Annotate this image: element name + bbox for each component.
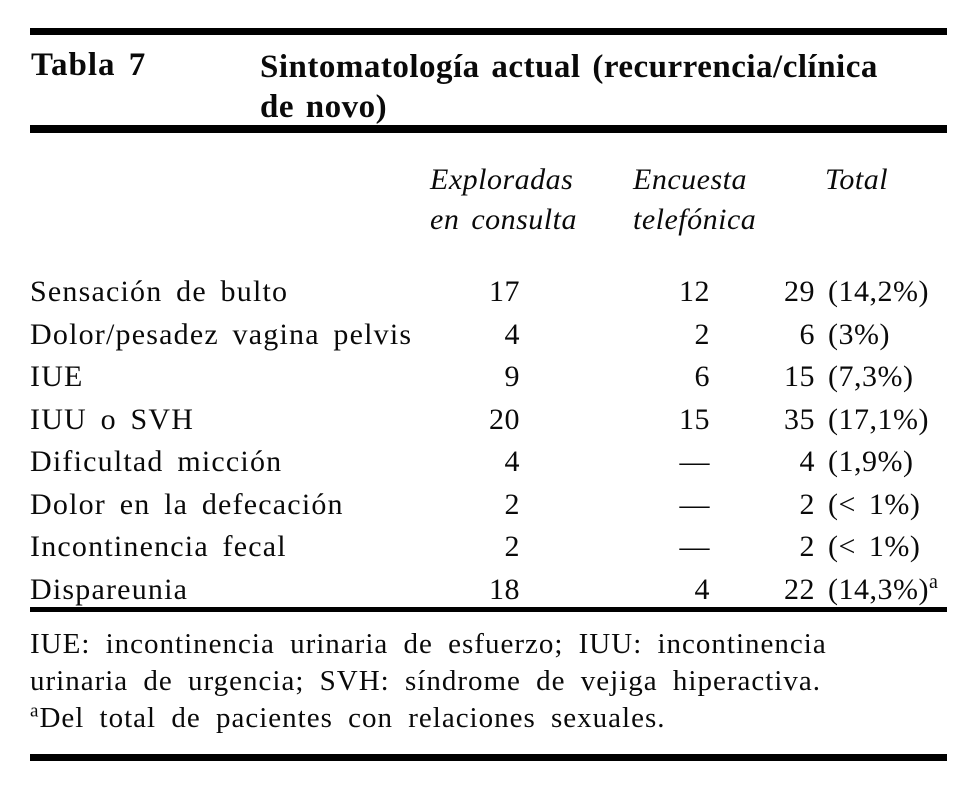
survey-value: — <box>679 487 710 521</box>
table-footnotes: IUE: incontinencia urinaria de esfuerzo;… <box>30 626 935 737</box>
survey-value: 4 <box>694 572 710 606</box>
explored-value: 17 <box>489 275 520 309</box>
table-row: IUU o SVH 20 15 35 (17,1%) <box>30 399 947 442</box>
explored-value: 2 <box>504 530 520 564</box>
explored-value: 2 <box>504 487 520 521</box>
column-header-survey-line-1: Encuesta <box>633 163 747 196</box>
total-percent: (< 1%) <box>815 530 947 564</box>
table-row: Sensación de bulto 17 12 29 (14,2%) <box>30 271 947 314</box>
explored-value: 4 <box>504 445 520 479</box>
survey-value: 12 <box>679 275 710 309</box>
table-title-line-2: de novo) <box>260 89 388 125</box>
total-footnote-marker: a <box>928 570 939 593</box>
symptom-label: Dispareunia <box>30 572 189 606</box>
total-value: 4 <box>799 445 815 479</box>
total-percent: (14,2%) <box>815 275 947 309</box>
total-percent: (1,9%) <box>815 445 947 479</box>
total-percent-text: (7,3%) <box>828 360 914 394</box>
total-value: 2 <box>799 530 815 564</box>
column-header-explored-line-2: en consulta <box>430 203 577 236</box>
total-percent: (7,3%) <box>815 360 947 394</box>
symptom-label: Incontinencia fecal <box>30 530 287 564</box>
footnote-a-text: Del total de pacientes con relaciones se… <box>39 702 666 734</box>
column-header-explored-line-1: Exploradas <box>430 163 574 196</box>
survey-value: 15 <box>679 402 710 436</box>
table-row: Dificultad micción 4 — 4 (1,9%) <box>30 441 947 484</box>
column-header-total: Total <box>825 163 889 196</box>
survey-value: 2 <box>694 317 710 351</box>
survey-value: — <box>679 445 710 479</box>
total-value: 15 <box>784 360 815 394</box>
table-title-line-1: Sintomatología actual (recurrencia/clíni… <box>260 49 878 85</box>
total-percent: (17,1%) <box>815 403 947 437</box>
symptom-label: Sensación de bulto <box>30 275 289 309</box>
total-value: 29 <box>784 275 815 309</box>
abbreviation-note-line-1: IUE: incontinencia urinaria de esfuerzo;… <box>30 628 827 660</box>
column-header-survey-line-2: telefónica <box>633 203 757 236</box>
table-title: Sintomatología actual (recurrencia/clíni… <box>260 47 950 127</box>
table-number-label: Tabla 7 <box>31 47 147 83</box>
explored-value: 9 <box>504 360 520 394</box>
column-header-explored: Exploradas en consulta <box>430 160 577 240</box>
total-percent: (14,3%)a <box>815 570 947 607</box>
caption-divider-rule <box>30 125 947 133</box>
symptom-label: Dolor en la defecación <box>30 487 344 521</box>
column-header-survey: Encuesta telefónica <box>633 160 756 240</box>
total-value: 6 <box>799 317 815 351</box>
total-percent-text: (< 1%) <box>828 487 921 521</box>
table-top-rule <box>30 28 947 35</box>
footnote-a-marker: a <box>30 700 40 722</box>
symptom-label: Dificultad micción <box>30 445 283 479</box>
symptom-label: Dolor/pesadez vagina pelvis <box>30 317 413 351</box>
explored-value: 18 <box>489 572 520 606</box>
total-percent-text: (17,1%) <box>828 402 929 436</box>
table-row: Dolor/pesadez vagina pelvis 4 2 6 (3%) <box>30 314 947 357</box>
total-percent-text: (1,9%) <box>828 445 914 479</box>
table-bottom-rule <box>30 754 947 761</box>
total-value: 22 <box>784 572 815 606</box>
explored-value: 4 <box>504 317 520 351</box>
footnote-a: aDel total de pacientes con relaciones s… <box>30 700 935 737</box>
survey-value: — <box>679 530 710 564</box>
total-percent-text: (14,2%) <box>828 275 929 309</box>
abbreviation-note-line-2: urinaria de urgencia; SVH: síndrome de v… <box>30 665 821 697</box>
total-percent-text: (3%) <box>828 317 890 351</box>
survey-value: 6 <box>694 360 710 394</box>
total-percent-text: (14,3%) <box>828 572 929 606</box>
table-body: Sensación de bulto 17 12 29 (14,2%) Dolo… <box>30 271 947 611</box>
table-row: Dispareunia 18 4 22 (14,3%)a <box>30 569 947 612</box>
total-value: 2 <box>799 487 815 521</box>
total-percent: (3%) <box>815 318 947 352</box>
table-row: IUE 9 6 15 (7,3%) <box>30 356 947 399</box>
symptom-label: IUU o SVH <box>30 402 195 436</box>
total-percent: (< 1%) <box>815 488 947 522</box>
explored-value: 20 <box>489 402 520 436</box>
body-footnote-divider-rule <box>30 607 947 612</box>
table-row: Dolor en la defecación 2 — 2 (< 1%) <box>30 484 947 527</box>
total-percent-text: (< 1%) <box>828 530 921 564</box>
table-row: Incontinencia fecal 2 — 2 (< 1%) <box>30 526 947 569</box>
total-value: 35 <box>784 402 815 436</box>
symptom-label: IUE <box>30 360 84 394</box>
